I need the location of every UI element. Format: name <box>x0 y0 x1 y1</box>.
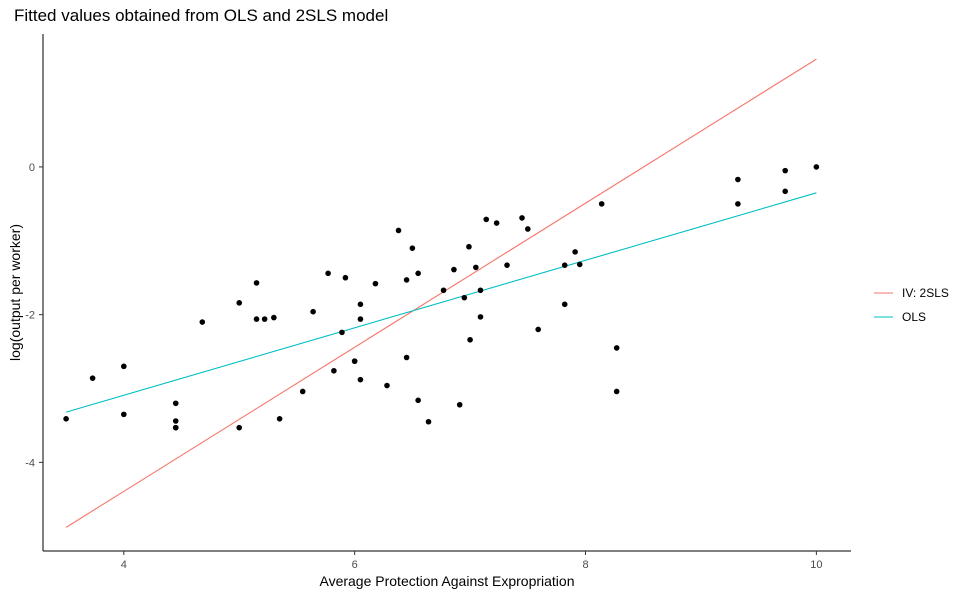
data-point <box>276 415 283 422</box>
data-point <box>299 388 306 395</box>
data-point <box>253 316 260 322</box>
data-point <box>504 262 510 268</box>
data-point <box>467 336 473 343</box>
data-point <box>409 245 416 251</box>
y-axis-title: log(output per worker) <box>7 224 23 361</box>
data-point <box>310 308 316 315</box>
data-point <box>395 227 402 234</box>
data-point <box>493 220 500 226</box>
data-points <box>63 164 820 431</box>
data-point <box>735 176 741 183</box>
data-point <box>535 326 541 333</box>
x-ticks: 4 6 8 10 <box>121 551 822 571</box>
data-point <box>466 243 472 250</box>
data-point <box>477 287 484 294</box>
data-point <box>199 319 206 325</box>
data-point <box>613 388 620 395</box>
fitted-line-iv-2sls <box>65 58 817 528</box>
data-point <box>461 294 468 301</box>
data-point <box>525 226 531 232</box>
data-point <box>451 266 457 273</box>
data-point <box>351 358 358 364</box>
fitted-lines <box>65 58 817 528</box>
data-point <box>339 329 345 336</box>
data-point <box>782 188 789 195</box>
data-point <box>456 401 463 408</box>
x-tick-label: 10 <box>810 559 822 571</box>
data-point <box>236 424 243 431</box>
data-point <box>121 363 127 370</box>
data-point <box>121 411 127 418</box>
y-tick-label: -2 <box>25 310 35 322</box>
data-point <box>357 316 364 322</box>
chart-title: Fitted values obtained from OLS and 2SLS… <box>14 6 389 25</box>
y-tick-label: -4 <box>25 457 35 469</box>
data-point <box>613 345 620 351</box>
data-point <box>271 314 277 321</box>
data-point <box>342 274 349 281</box>
data-point <box>425 418 432 425</box>
data-point <box>384 382 390 389</box>
data-point <box>403 354 410 361</box>
data-point <box>598 201 605 207</box>
data-point <box>63 415 69 422</box>
data-point <box>236 300 243 306</box>
data-point <box>403 277 410 283</box>
data-point <box>253 280 260 286</box>
data-point <box>572 249 578 255</box>
data-point <box>473 264 479 271</box>
legend-label: IV: 2SLS <box>902 286 949 300</box>
x-axis-title: Average Protection Against Expropriation <box>319 573 574 589</box>
data-point <box>415 270 421 277</box>
data-point <box>576 261 583 268</box>
data-point <box>172 400 179 407</box>
legend: IV: 2SLS OLS <box>874 286 949 324</box>
data-point <box>735 201 741 207</box>
data-point <box>483 216 490 223</box>
x-tick-label: 4 <box>121 559 127 571</box>
data-point <box>325 270 331 277</box>
data-point <box>89 375 96 381</box>
data-point <box>561 262 568 268</box>
data-point <box>440 287 447 294</box>
data-point <box>372 280 379 287</box>
legend-label: OLS <box>902 310 926 324</box>
axes <box>42 34 851 552</box>
data-point <box>561 301 568 308</box>
data-point <box>782 167 789 174</box>
x-tick-label: 8 <box>582 559 588 571</box>
data-point <box>357 376 364 383</box>
fitted-line-ols <box>65 192 817 413</box>
data-point <box>261 316 268 322</box>
y-ticks: 0 -2 -4 <box>25 162 43 469</box>
data-point <box>172 418 179 424</box>
data-point <box>415 397 421 404</box>
y-tick-label: 0 <box>29 162 35 174</box>
data-point <box>357 301 364 308</box>
data-point <box>519 215 525 221</box>
data-point <box>477 314 484 320</box>
data-point <box>172 424 179 431</box>
data-point <box>331 367 337 374</box>
x-tick-label: 6 <box>352 559 358 571</box>
data-point <box>813 164 820 170</box>
